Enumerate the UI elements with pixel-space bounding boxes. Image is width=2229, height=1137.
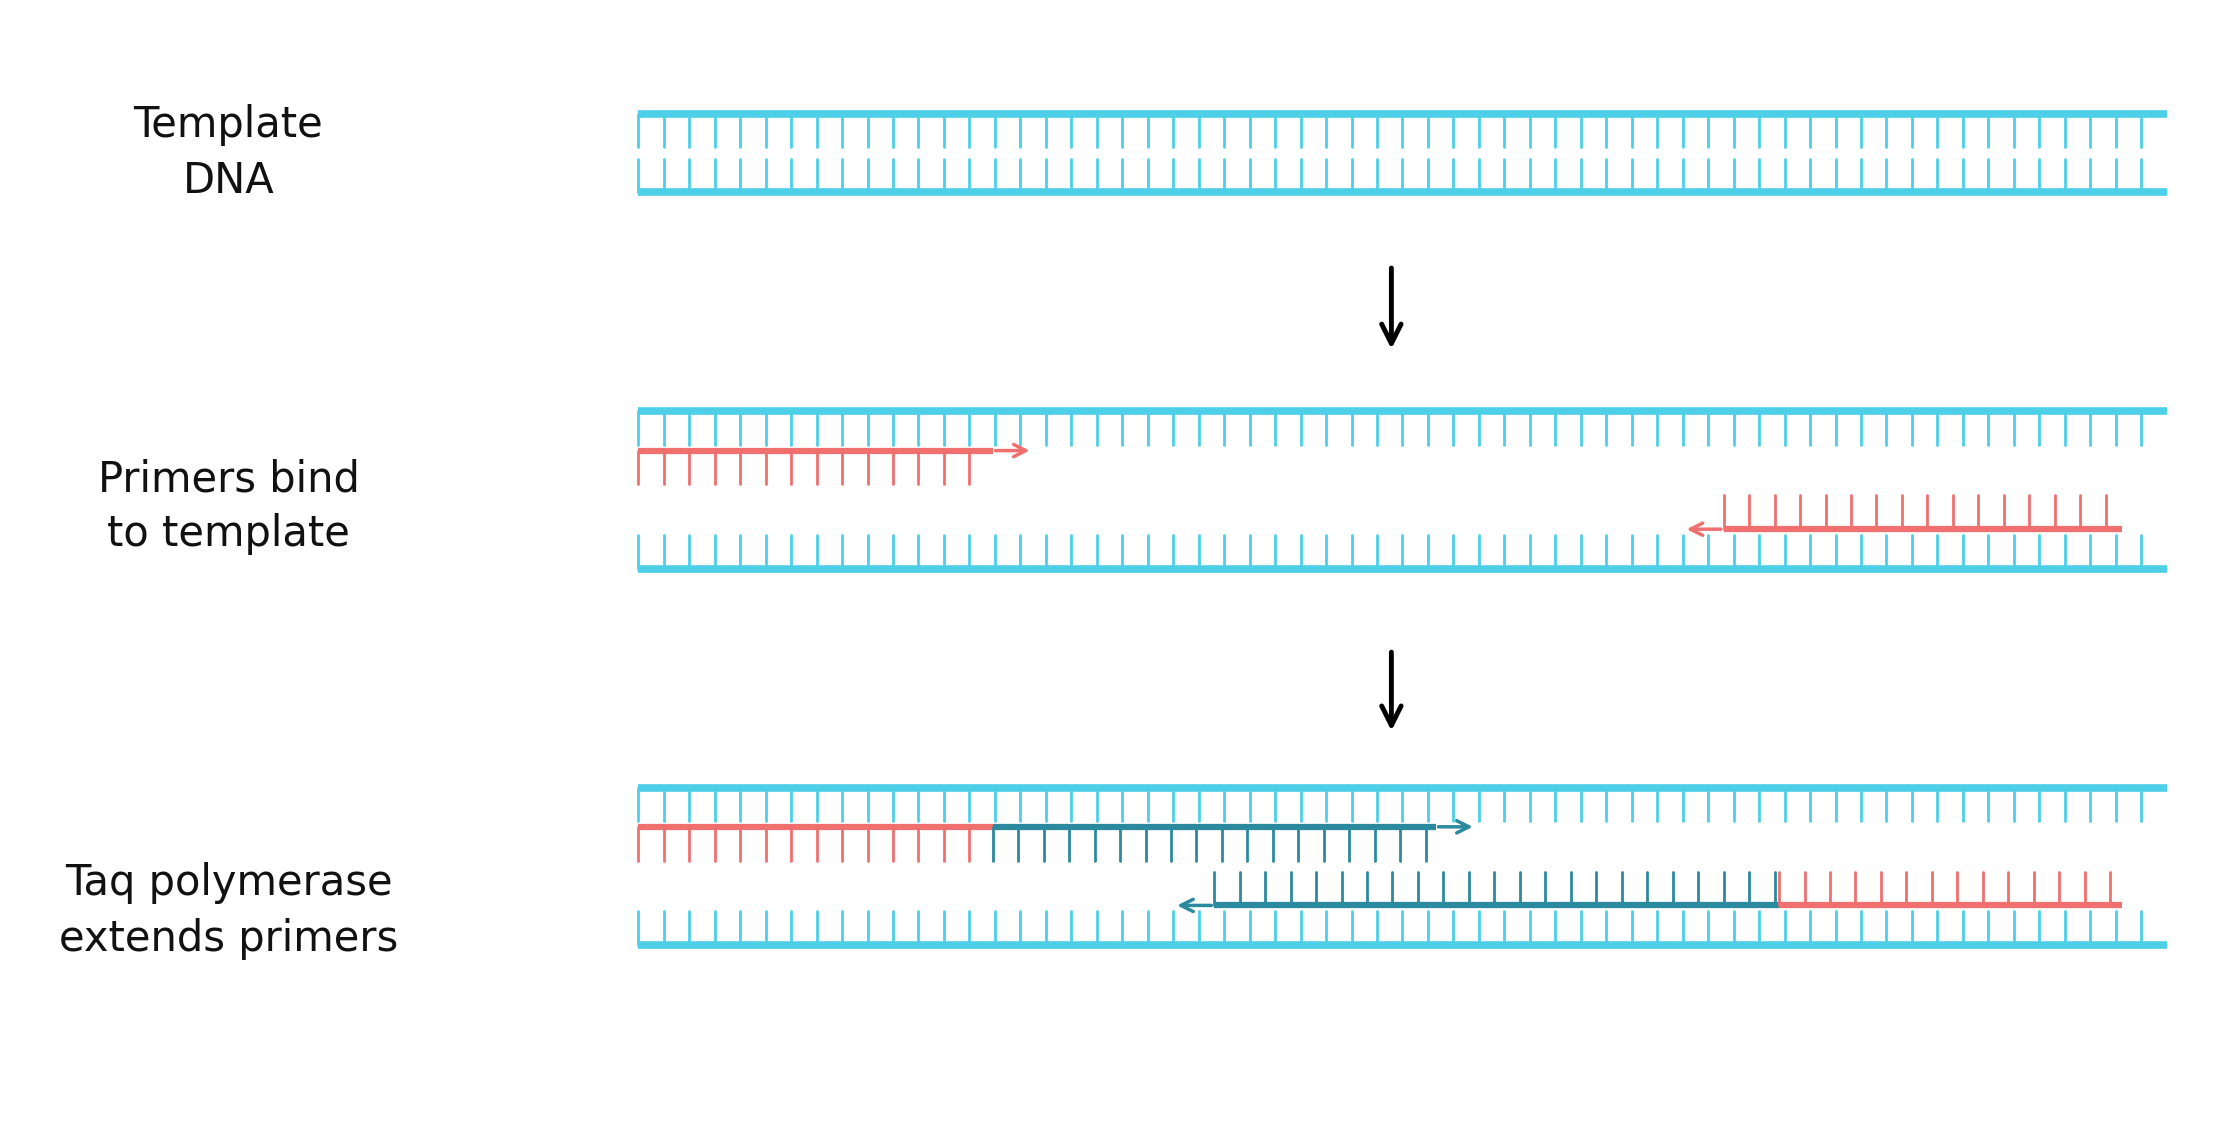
Text: Template
DNA: Template DNA <box>134 105 323 201</box>
Text: Taq polymerase
extends primers: Taq polymerase extends primers <box>58 863 399 960</box>
Text: Primers bind
to template: Primers bind to template <box>98 458 359 555</box>
